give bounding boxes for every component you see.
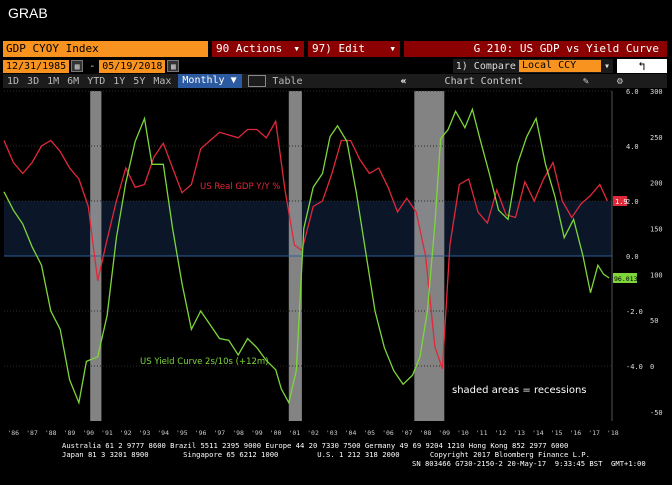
left-tick-label: 0.0 [626, 253, 639, 261]
right-tick-label: 50 [650, 317, 658, 325]
yield-last-value-badge [613, 273, 637, 283]
edit-label: 97) Edit [312, 42, 365, 55]
end-date-input[interactable]: 05/19/2018 [99, 59, 166, 73]
app-title: GRAB [8, 5, 48, 21]
yield-curve-series-line [3, 107, 610, 406]
x-tick-label: '14 [532, 429, 544, 437]
edit-menu-button[interactable]: 97) Edit ▾ [308, 41, 400, 57]
x-tick-label: '09 [438, 429, 450, 437]
x-tick-label: '97 [213, 429, 225, 437]
x-tick-label: '02 [307, 429, 319, 437]
left-tick-label: 4.0 [626, 143, 639, 151]
x-tick-label: '04 [345, 429, 357, 437]
period-3d[interactable]: 3D [27, 75, 40, 87]
chevron-down-icon: ▾ [293, 42, 300, 55]
x-tick-label: '98 [232, 429, 244, 437]
x-tick-label: '18 [607, 429, 619, 437]
period-bar: 1D 3D 1M 6M YTD 1Y 5Y Max Monthly ▼ Tabl… [3, 74, 667, 88]
period-1y[interactable]: 1Y [113, 75, 126, 87]
period-ytd[interactable]: YTD [87, 75, 106, 87]
recession-note: shaded areas = recessions [452, 385, 587, 396]
x-tick-label: '01 [288, 429, 300, 437]
period-6m[interactable]: 6M [67, 75, 80, 87]
chart-area[interactable]: 6.0 4.0 2.0 0.0 -2.0 -4.0 300 250 200 150 100 50 0 -5… [0, 88, 672, 441]
function-title: G 210: US GDP vs Yield Curve [404, 41, 667, 57]
function-toolbar: GDP CYOY Index 90 Actions ▾ 97) Edit ▾ G… [3, 41, 667, 57]
x-tick-label: '93 [139, 429, 151, 437]
undo-button[interactable]: ↰ [617, 59, 667, 73]
frequency-select[interactable]: Monthly ▼ [178, 74, 243, 88]
x-tick-label: '91 [101, 429, 113, 437]
x-tick-label: '89 [64, 429, 76, 437]
chevron-down-icon: ▾ [389, 42, 396, 55]
x-tick-label: '88 [45, 429, 57, 437]
x-tick-label: '90 [82, 429, 94, 437]
footer: Australia 61 2 9777 8600 Brazil 5511 239… [0, 441, 672, 468]
footer-line-3: SN 803466 G730-2150-2 20-May-17 9:33:45 … [412, 459, 646, 468]
x-tick-label: '96 [195, 429, 207, 437]
x-tick-label: '15 [551, 429, 563, 437]
x-tick-label: '07 [401, 429, 413, 437]
period-1m[interactable]: 1M [47, 75, 60, 87]
x-tick-label: '92 [120, 429, 132, 437]
x-tick-label: '87 [26, 429, 38, 437]
x-tick-label: '94 [157, 429, 169, 437]
x-tick-label: '00 [270, 429, 282, 437]
x-tick-label: '99 [251, 429, 263, 437]
left-tick-label: 2.0 [626, 198, 639, 206]
compare-label: 1) Compare [455, 60, 516, 72]
calendar-icon[interactable]: ▦ [167, 60, 180, 72]
compare-control: 1) Compare Local CCY ▾ [452, 59, 613, 73]
period-5y[interactable]: 5Y [133, 75, 146, 87]
gear-icon[interactable]: ⚙ [616, 75, 623, 87]
right-tick-label: -50 [650, 409, 663, 417]
period-max[interactable]: Max [153, 75, 172, 87]
calendar-icon[interactable]: ▦ [71, 60, 84, 72]
left-tick-label: 6.0 [626, 88, 639, 96]
x-tick-label: '05 [363, 429, 375, 437]
start-date-input[interactable]: 12/31/1985 [3, 59, 70, 73]
x-tick-label: '03 [326, 429, 338, 437]
line-chart-icon[interactable] [248, 75, 267, 87]
period-1d[interactable]: 1D [7, 75, 20, 87]
gdp-last-value-badge [613, 196, 627, 206]
pencil-icon[interactable]: ✎ [582, 75, 589, 87]
collapse-icon[interactable]: « [400, 75, 407, 87]
x-tick-label: '86 [7, 429, 19, 437]
left-tick-label: -4.0 [626, 363, 643, 371]
footer-line-2: Japan 81 3 3201 8900 Singapore 65 6212 1… [62, 450, 590, 459]
right-tick-label: 0 [650, 363, 654, 371]
x-tick-label: '13 [513, 429, 525, 437]
table-tab[interactable]: Table [272, 75, 303, 87]
chevron-down-icon[interactable]: ▾ [603, 60, 610, 72]
gdp-series-line [3, 119, 608, 370]
gdp-last-value-label: 1.9 [615, 198, 628, 206]
actions-label: 90 Actions [216, 42, 283, 55]
ticker-field[interactable]: GDP CYOY Index [3, 41, 208, 57]
right-tick-label: 200 [650, 180, 663, 188]
x-tick-label: '95 [176, 429, 188, 437]
right-tick-label: 150 [650, 226, 663, 234]
gdp-series-label: US Real GDP Y/Y % [200, 182, 280, 192]
x-tick-label: '17 [588, 429, 600, 437]
currency-select[interactable]: Local CCY [518, 60, 601, 72]
right-tick-label: 300 [650, 88, 663, 96]
right-tick-label: 250 [650, 134, 663, 142]
footer-line-1: Australia 61 2 9777 8600 Brazil 5511 239… [62, 441, 569, 450]
left-tick-label: -2.0 [626, 308, 643, 316]
yield-last-value-label: 96.013 [614, 275, 638, 283]
x-tick-label: '11 [476, 429, 488, 437]
x-tick-label: '06 [382, 429, 394, 437]
yield-series-label: US Yield Curve 2s/10s (+12m) [140, 357, 269, 367]
x-tick-label: '10 [457, 429, 469, 437]
x-tick-label: '12 [495, 429, 507, 437]
x-tick-label: '16 [569, 429, 581, 437]
range-dash: - [89, 60, 96, 72]
x-tick-label: '08 [420, 429, 432, 437]
date-range-bar: 12/31/1985 ▦ - 05/19/2018 ▦ 1) Compare L… [3, 59, 667, 73]
chart-content-button[interactable]: Chart Content [444, 75, 523, 87]
right-tick-label: 100 [650, 271, 663, 279]
actions-menu-button[interactable]: 90 Actions ▾ [212, 41, 304, 57]
